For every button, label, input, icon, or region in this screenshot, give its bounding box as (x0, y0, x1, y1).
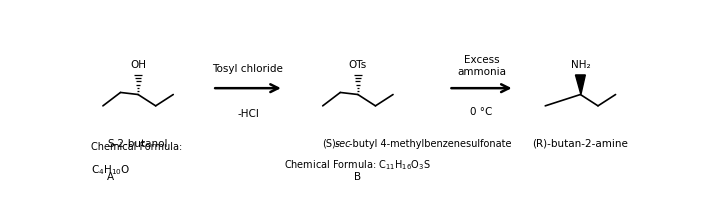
Text: OTs: OTs (349, 60, 367, 70)
Text: -butyl 4-methylbenzenesulfonate: -butyl 4-methylbenzenesulfonate (349, 139, 511, 149)
Text: Chemical Formula: $\mathsf{C_{11}H_{16}O_3S}$: Chemical Formula: $\mathsf{C_{11}H_{16}O… (284, 158, 431, 172)
Text: Excess
ammonia: Excess ammonia (457, 55, 506, 77)
Text: $\mathsf{C_4H_{10}O}$: $\mathsf{C_4H_{10}O}$ (91, 163, 130, 177)
Text: S-2-butanol: S-2-butanol (108, 139, 168, 149)
Text: Chemical Formula:: Chemical Formula: (91, 142, 183, 152)
Text: 0 °C: 0 °C (470, 107, 493, 117)
Text: sec: sec (335, 139, 351, 149)
Text: OH: OH (130, 60, 146, 70)
Text: Tosyl chloride: Tosyl chloride (213, 64, 284, 74)
Text: -HCl: -HCl (237, 109, 259, 119)
Polygon shape (576, 75, 586, 95)
Text: B: B (354, 172, 362, 182)
Text: NH₂: NH₂ (571, 60, 590, 70)
Text: (R)-butan-2-amine: (R)-butan-2-amine (532, 139, 628, 149)
Text: (S)-: (S)- (322, 139, 340, 149)
Text: A: A (107, 172, 114, 182)
